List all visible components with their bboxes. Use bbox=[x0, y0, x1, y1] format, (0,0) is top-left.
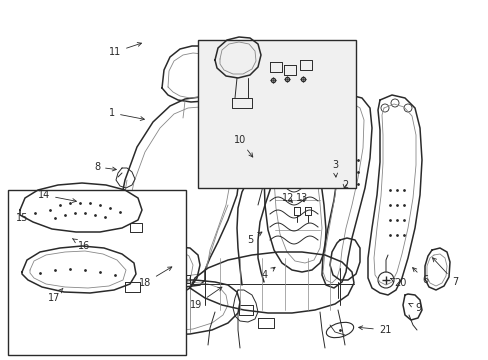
Text: 15: 15 bbox=[16, 213, 28, 223]
Text: 7: 7 bbox=[432, 258, 457, 287]
Text: 5: 5 bbox=[246, 232, 262, 245]
Bar bbox=[198, 40, 355, 188]
Text: 16: 16 bbox=[73, 239, 90, 251]
Text: 14: 14 bbox=[38, 190, 76, 202]
Text: 19: 19 bbox=[189, 287, 222, 310]
Text: 12: 12 bbox=[281, 193, 294, 203]
Text: 21: 21 bbox=[358, 325, 390, 335]
Text: 17: 17 bbox=[48, 288, 63, 303]
Text: 11: 11 bbox=[109, 42, 141, 57]
Text: 8: 8 bbox=[94, 162, 116, 172]
Text: 3: 3 bbox=[331, 160, 337, 177]
Text: 20: 20 bbox=[390, 278, 406, 288]
Text: 1: 1 bbox=[109, 108, 144, 121]
Text: 10: 10 bbox=[233, 135, 252, 157]
Text: 18: 18 bbox=[139, 267, 171, 288]
Text: 4: 4 bbox=[262, 267, 274, 280]
Text: 9: 9 bbox=[408, 303, 420, 313]
Bar bbox=[8, 190, 185, 355]
Text: 6: 6 bbox=[412, 267, 427, 285]
Text: 13: 13 bbox=[295, 193, 307, 203]
Text: 2: 2 bbox=[341, 180, 347, 190]
